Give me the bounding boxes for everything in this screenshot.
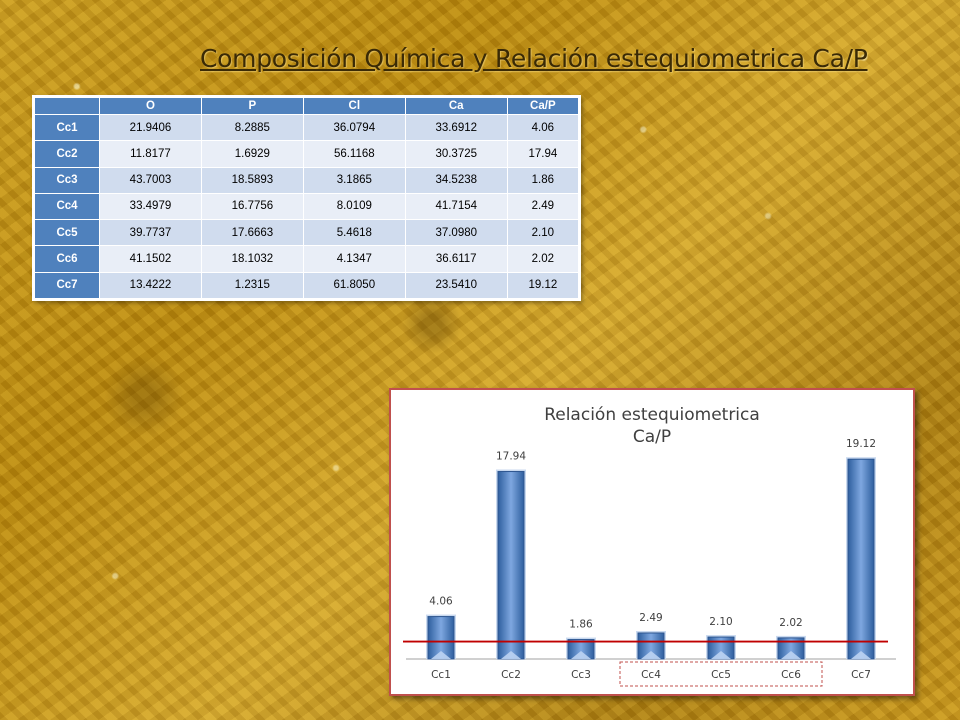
table-cell: 34.5238 (404, 166, 508, 194)
table-cell: 3.1865 (302, 166, 406, 194)
table-cell: 61.8050 (302, 271, 406, 300)
row-label: Cc5 (34, 219, 100, 247)
highlight-box (619, 661, 823, 687)
table-cell: 8.0109 (302, 192, 406, 221)
data-label: 19.12 (846, 438, 876, 450)
bar (497, 471, 525, 660)
header-cl: Cl (302, 97, 406, 115)
table-cell: 43.7003 (99, 166, 202, 194)
table-row: Cc3 43.7003 18.5893 3.1865 34.5238 1.86 (34, 166, 580, 194)
chart-title-line: Ca/P (633, 427, 671, 447)
category-label: Cc1 (431, 669, 451, 681)
table-cell: 56.1168 (302, 140, 406, 168)
ca-p-chart: Relación estequiometrica Ca/P 4.06 Cc1 17.94… (389, 388, 915, 696)
category-label: Cc5 (711, 669, 731, 681)
bar (847, 458, 875, 660)
table-cell: 5.4618 (302, 219, 406, 247)
table-cell: 18.5893 (200, 166, 304, 194)
data-label: 2.10 (709, 616, 732, 628)
table-cell: 17.6663 (200, 219, 304, 247)
table-cell: 18.1032 (200, 245, 304, 273)
table-cell: 2.02 (506, 245, 580, 273)
category-label: Cc3 (571, 669, 591, 681)
bar-base-facet (501, 651, 521, 659)
category-label: Cc6 (781, 669, 801, 681)
table-cell: 11.8177 (99, 140, 202, 168)
bar-base-facet (641, 651, 661, 659)
table-cell: 41.7154 (404, 192, 508, 221)
data-label: 2.49 (639, 612, 662, 624)
composition-table: O P Cl Ca Ca/P Cc1 21.9406 8.2885 36.0794 33… (32, 95, 581, 301)
table-row: Cc6 41.1502 18.1032 4.1347 36.6117 2.02 (34, 245, 580, 273)
table-cell: 21.9406 (99, 113, 202, 142)
data-label: 1.86 (569, 619, 593, 631)
bar-base-facet (711, 651, 731, 659)
data-label: 4.06 (429, 596, 453, 608)
table-cell: 17.94 (506, 140, 580, 168)
table-cell: 1.86 (506, 166, 580, 194)
table-cell: 33.4979 (99, 192, 202, 221)
table-cell: 30.3725 (404, 140, 508, 168)
table-header-row: O P Cl Ca Ca/P (34, 97, 580, 115)
table-cell: 23.5410 (404, 271, 508, 300)
table-cell: 4.06 (506, 113, 580, 142)
table-cell: 36.6117 (404, 245, 508, 273)
table-cell: 36.0794 (302, 113, 406, 142)
table-row: Cc7 13.4222 1.2315 61.8050 23.5410 19.12 (34, 271, 580, 300)
slide-title: Composición Química y Relación estequiom… (200, 44, 868, 73)
category-label: Cc7 (851, 669, 871, 681)
header-o: O (99, 97, 202, 115)
table-cell: 39.7737 (99, 219, 202, 247)
table-row: Cc1 21.9406 8.2885 36.0794 33.6912 4.06 (34, 113, 580, 142)
bar-base-facet (571, 651, 591, 659)
table-cell: 1.6929 (200, 140, 304, 168)
data-label: 2.02 (779, 617, 802, 629)
table-cell: 2.10 (506, 219, 580, 247)
header-corner (34, 97, 100, 115)
table-cell: 8.2885 (200, 113, 304, 142)
category-label: Cc4 (641, 669, 661, 681)
row-label: Cc1 (34, 113, 100, 142)
row-label: Cc4 (34, 192, 100, 221)
header-p: P (200, 97, 304, 115)
table-row: Cc4 33.4979 16.7756 8.0109 41.7154 2.49 (34, 192, 580, 221)
table-cell: 41.1502 (99, 245, 202, 273)
header-ca: Ca (404, 97, 508, 115)
table-cell: 4.1347 (302, 245, 406, 273)
row-label: Cc3 (34, 166, 100, 194)
row-label: Cc7 (34, 271, 100, 300)
row-label: Cc6 (34, 245, 100, 273)
table-row: Cc2 11.8177 1.6929 56.1168 30.3725 17.94 (34, 140, 580, 168)
table-cell: 37.0980 (404, 219, 508, 247)
table-row: Cc5 39.7737 17.6663 5.4618 37.0980 2.10 (34, 219, 580, 247)
category-label: Cc2 (501, 669, 521, 681)
bar-base-facet (851, 651, 871, 659)
header-ca-p: Ca/P (506, 97, 580, 115)
row-label: Cc2 (34, 140, 100, 168)
table-cell: 13.4222 (99, 271, 202, 300)
chart-title-line: Relación estequiometrica (544, 405, 760, 425)
bar-base-facet (781, 651, 801, 659)
data-label: 17.94 (496, 451, 526, 463)
table-cell: 33.6912 (404, 113, 508, 142)
table-cell: 2.49 (506, 192, 580, 221)
table-cell: 19.12 (506, 271, 580, 300)
bar-base-facet (431, 651, 451, 659)
table-cell: 1.2315 (200, 271, 304, 300)
table-cell: 16.7756 (200, 192, 304, 221)
